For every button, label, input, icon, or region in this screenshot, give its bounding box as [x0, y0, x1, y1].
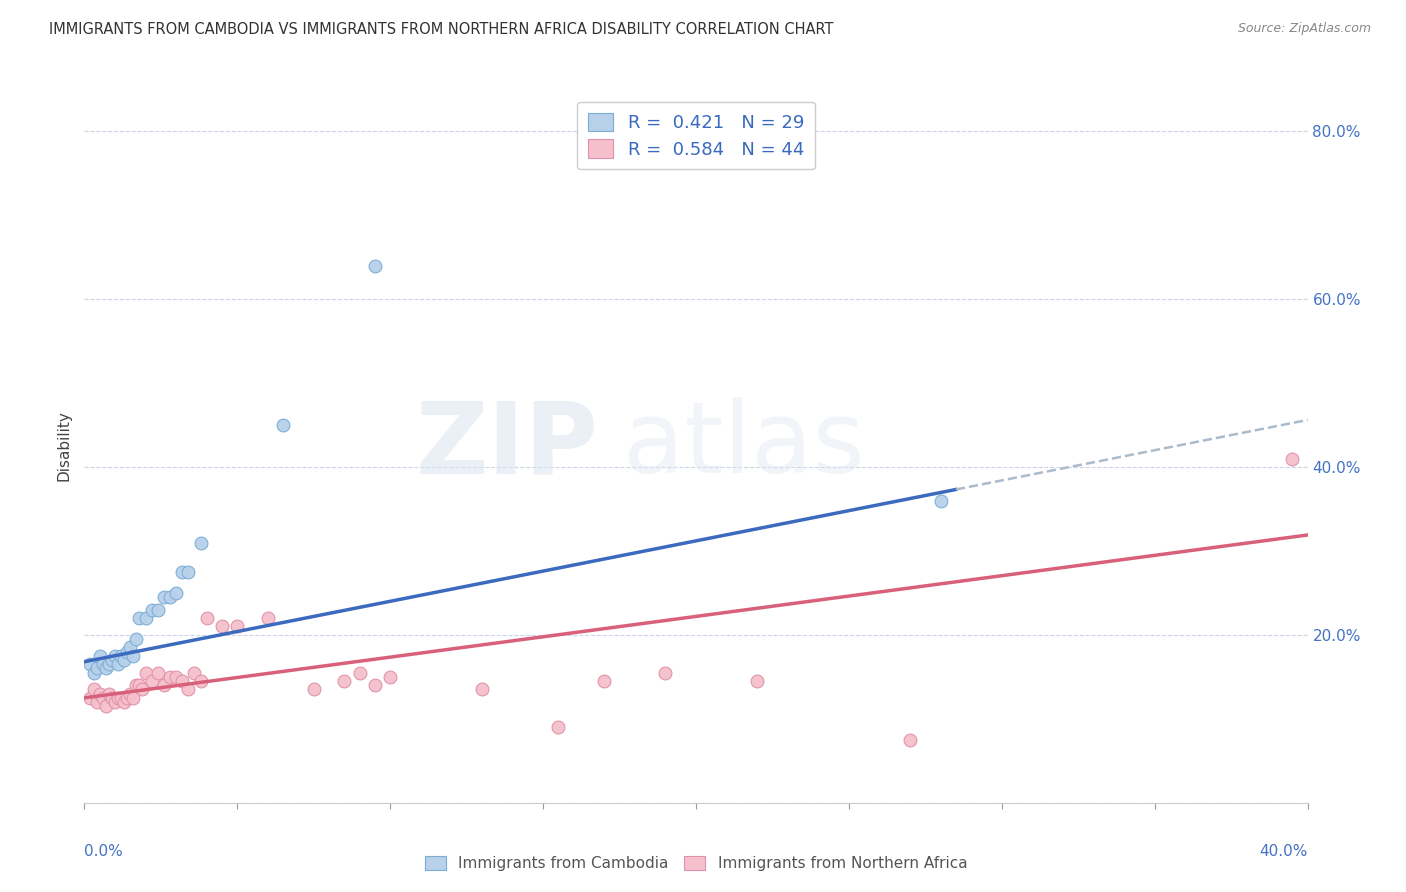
- Point: [898, 732, 921, 747]
- Point: [128, 611, 150, 625]
- Point: [94, 661, 117, 675]
- Point: [101, 690, 124, 705]
- Point: [83, 665, 105, 680]
- Point: [177, 682, 200, 697]
- Point: [146, 603, 169, 617]
- Text: 40.0%: 40.0%: [1260, 845, 1308, 859]
- Text: IMMIGRANTS FROM CAMBODIA VS IMMIGRANTS FROM NORTHERN AFRICA DISABILITY CORRELATI: IMMIGRANTS FROM CAMBODIA VS IMMIGRANTS F…: [49, 22, 834, 37]
- Point: [89, 687, 111, 701]
- Point: [94, 699, 117, 714]
- Point: [120, 640, 142, 655]
- Y-axis label: Disability: Disability: [56, 410, 72, 482]
- Point: [79, 657, 101, 672]
- Point: [929, 493, 952, 508]
- Point: [110, 690, 132, 705]
- Point: [165, 586, 187, 600]
- Point: [107, 657, 129, 672]
- Point: [165, 670, 187, 684]
- Point: [153, 678, 176, 692]
- Point: [302, 682, 325, 697]
- Point: [101, 653, 124, 667]
- Point: [104, 648, 127, 663]
- Point: [1281, 451, 1303, 466]
- Point: [115, 645, 138, 659]
- Point: [226, 619, 249, 633]
- Point: [172, 565, 194, 579]
- Point: [112, 695, 135, 709]
- Point: [122, 690, 145, 705]
- Text: atlas: atlas: [623, 398, 865, 494]
- Point: [159, 670, 181, 684]
- Point: [141, 674, 163, 689]
- Point: [115, 690, 138, 705]
- Point: [159, 590, 181, 604]
- Point: [91, 690, 114, 705]
- Point: [86, 695, 108, 709]
- Point: [135, 665, 157, 680]
- Point: [107, 690, 129, 705]
- Point: [89, 648, 111, 663]
- Point: [86, 661, 108, 675]
- Point: [91, 657, 114, 672]
- Point: [97, 657, 120, 672]
- Point: [471, 682, 494, 697]
- Point: [349, 665, 371, 680]
- Point: [153, 590, 176, 604]
- Point: [747, 674, 769, 689]
- Legend: Immigrants from Cambodia, Immigrants from Northern Africa: Immigrants from Cambodia, Immigrants fro…: [419, 850, 973, 877]
- Point: [172, 674, 194, 689]
- Point: [183, 665, 205, 680]
- Point: [177, 565, 200, 579]
- Point: [654, 665, 676, 680]
- Text: 0.0%: 0.0%: [84, 845, 124, 859]
- Point: [97, 687, 120, 701]
- Point: [271, 417, 294, 432]
- Point: [104, 695, 127, 709]
- Point: [190, 674, 212, 689]
- Point: [141, 603, 163, 617]
- Point: [333, 674, 356, 689]
- Point: [112, 653, 135, 667]
- Point: [79, 690, 101, 705]
- Point: [125, 632, 148, 646]
- Point: [364, 259, 387, 273]
- Point: [83, 682, 105, 697]
- Point: [547, 720, 569, 734]
- Point: [195, 611, 218, 625]
- Point: [593, 674, 616, 689]
- Point: [190, 535, 212, 549]
- Point: [211, 619, 233, 633]
- Point: [128, 678, 150, 692]
- Point: [146, 665, 169, 680]
- Point: [122, 648, 145, 663]
- Text: ZIP: ZIP: [415, 398, 598, 494]
- Point: [364, 678, 387, 692]
- Point: [135, 611, 157, 625]
- Point: [125, 678, 148, 692]
- Point: [120, 687, 142, 701]
- Text: Source: ZipAtlas.com: Source: ZipAtlas.com: [1237, 22, 1371, 36]
- Point: [131, 682, 153, 697]
- Point: [380, 670, 402, 684]
- Point: [257, 611, 280, 625]
- Point: [110, 648, 132, 663]
